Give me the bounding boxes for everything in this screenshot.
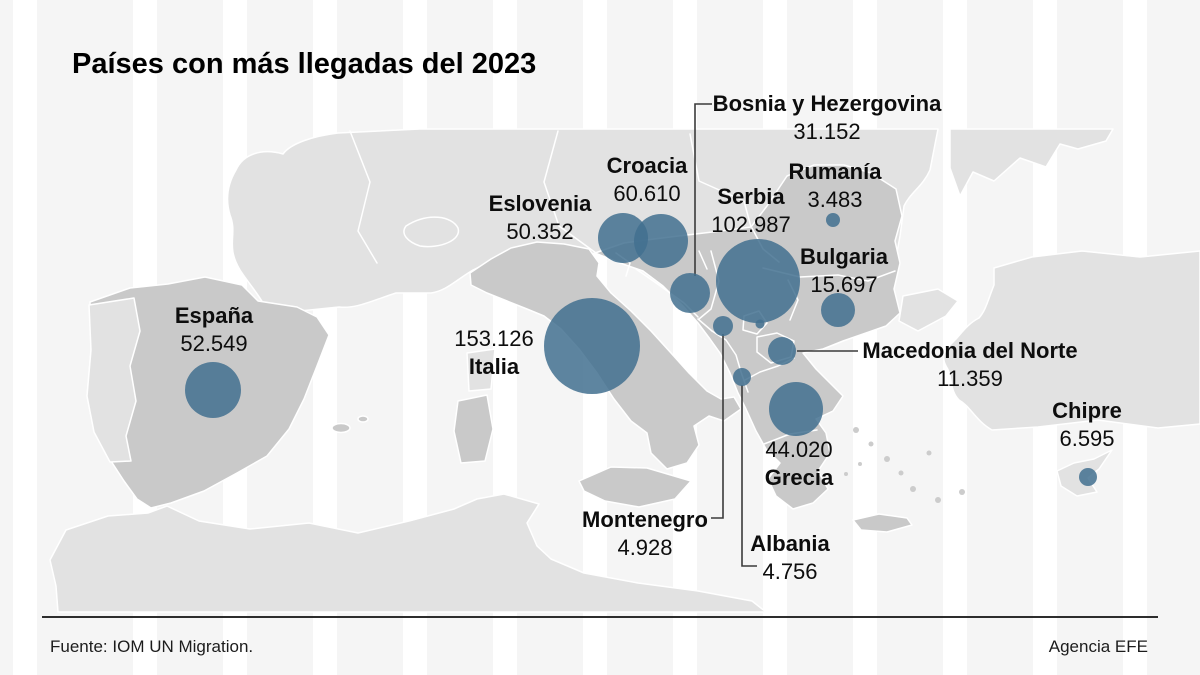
bubble-espana — [185, 362, 241, 418]
footer-divider — [42, 616, 1158, 618]
land-corsica — [466, 348, 496, 392]
bubble-rumania — [826, 213, 840, 227]
land-turkey — [942, 250, 1200, 431]
aegean-islands — [844, 427, 965, 503]
border-croatia-serbia — [698, 250, 708, 270]
page-title: Países con más llegadas del 2023 — [72, 48, 537, 80]
bubble-bosnia-y-hezergovina — [670, 273, 710, 313]
land-sardinia — [453, 394, 494, 464]
land-crete — [852, 513, 913, 533]
credit-text: Agencia EFE — [1048, 637, 1148, 656]
border-france-east — [349, 130, 378, 264]
land-turkish-thrace — [898, 288, 959, 332]
bubble-italia — [544, 298, 640, 394]
land-balearics-mallorca — [331, 422, 351, 434]
border-switzerland — [403, 216, 460, 248]
land-balearics-menorca — [357, 415, 369, 423]
bubble-albania — [733, 368, 751, 386]
border-bosnia-montenegro — [697, 318, 713, 332]
leader-line-montenegro — [711, 334, 724, 519]
bubble-chipre — [1079, 468, 1097, 486]
bubble-grecia — [769, 382, 823, 436]
bubble-bulgaria — [821, 293, 855, 327]
border-central-europe — [543, 130, 597, 254]
leader-line-bosnia-y-hezergovina — [694, 103, 712, 276]
bubble-unlabeled — [755, 319, 765, 329]
land-north-africa — [49, 493, 767, 613]
source-text: Fuente: IOM UN Migration. — [50, 637, 254, 656]
bubble-montenegro — [713, 316, 733, 336]
bubble-eslovenia — [598, 213, 648, 263]
land-western-europe — [226, 128, 939, 312]
bubble-macedonia-del-norte — [768, 337, 796, 365]
land-sicily — [578, 466, 692, 508]
border-bosnia-serbia — [698, 250, 720, 320]
bubble-marks — [185, 103, 1097, 567]
land-portugal — [86, 297, 141, 463]
bubble-serbia — [716, 239, 800, 323]
land-ukraine-coast — [949, 128, 1114, 197]
leader-line-albania — [741, 385, 757, 567]
bubble-croacia — [634, 214, 688, 268]
